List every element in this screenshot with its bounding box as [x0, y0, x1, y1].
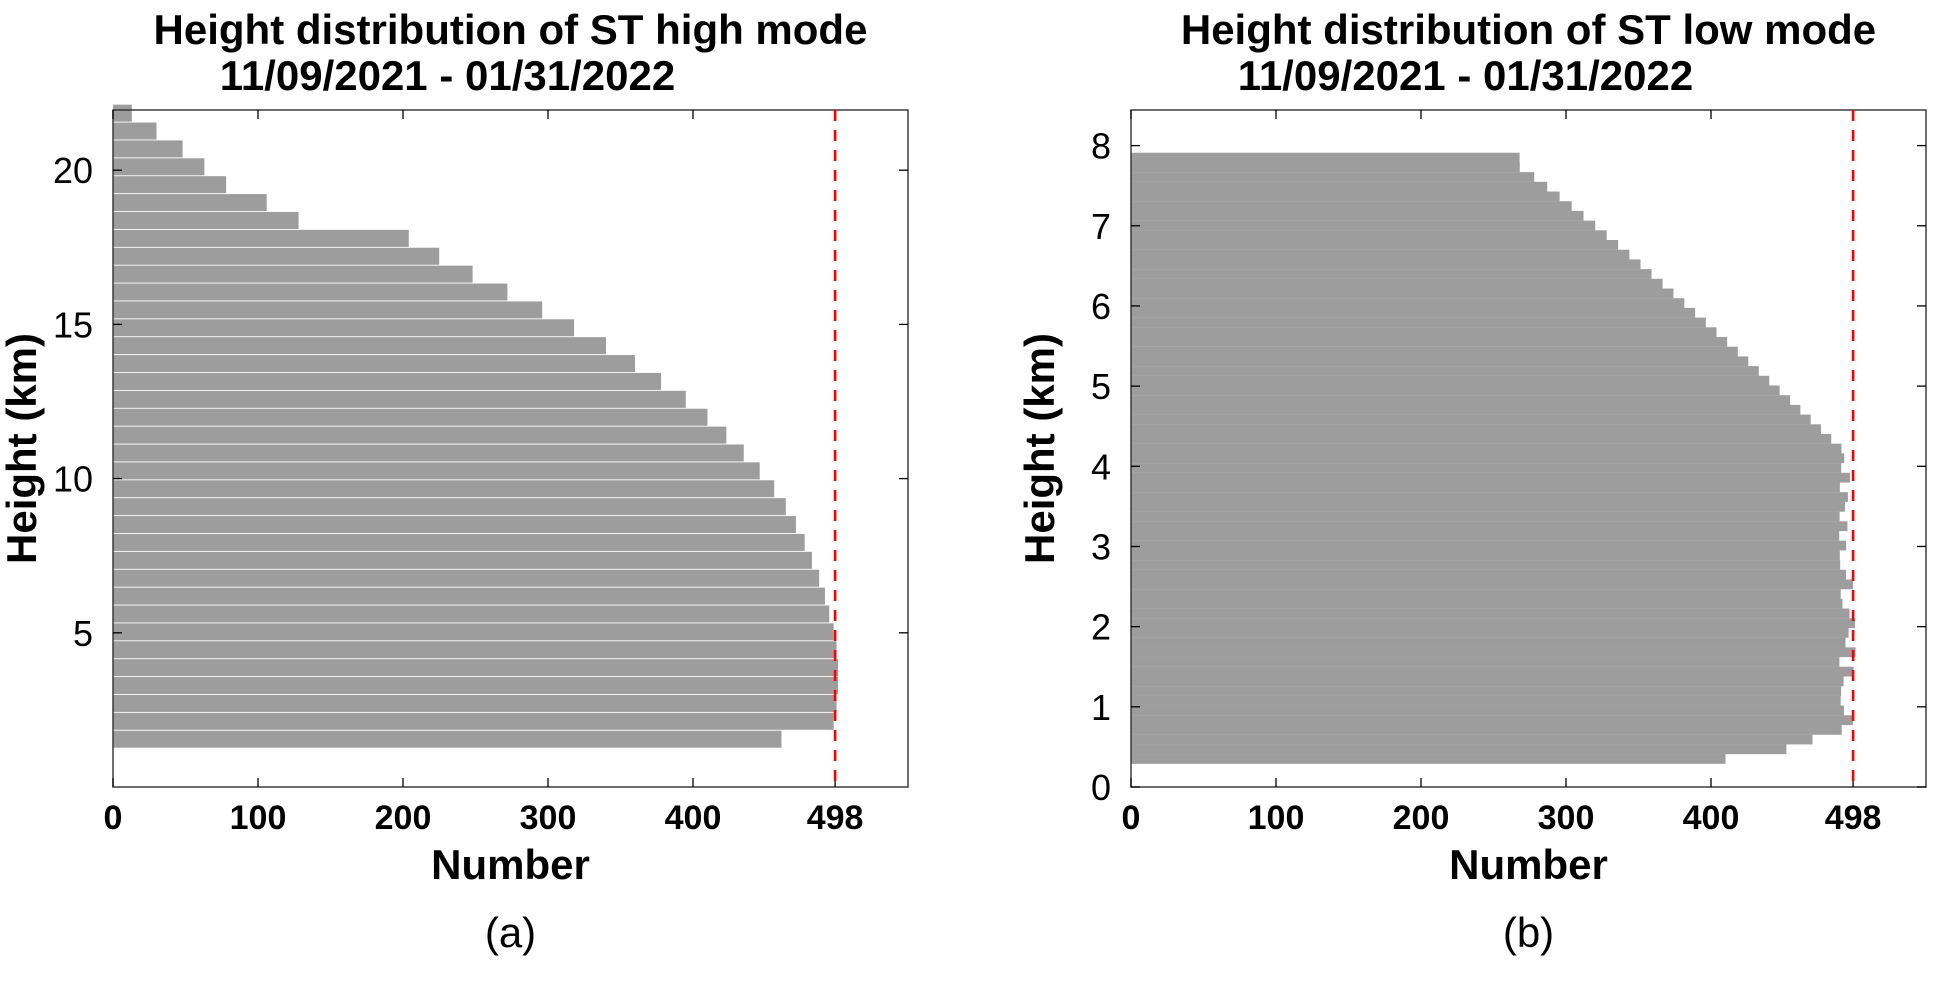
svg-text:15: 15 — [53, 304, 93, 345]
svg-text:100: 100 — [1248, 799, 1305, 837]
svg-text:400: 400 — [1683, 799, 1740, 837]
svg-text:11/09/2021 - 01/31/2022: 11/09/2021 - 01/31/2022 — [220, 52, 675, 99]
svg-text:Number: Number — [431, 841, 590, 888]
svg-text:5: 5 — [1091, 366, 1111, 407]
svg-text:4: 4 — [1091, 446, 1111, 487]
svg-text:10: 10 — [53, 459, 93, 500]
svg-text:400: 400 — [665, 799, 722, 837]
svg-text:6: 6 — [1091, 286, 1111, 327]
svg-text:200: 200 — [1393, 799, 1450, 837]
svg-text:11/09/2021 - 01/31/2022: 11/09/2021 - 01/31/2022 — [1238, 52, 1693, 99]
svg-text:0: 0 — [104, 799, 123, 837]
svg-text:7: 7 — [1091, 206, 1111, 247]
svg-text:300: 300 — [520, 799, 577, 837]
svg-text:(b): (b) — [1503, 909, 1554, 956]
svg-text:2: 2 — [1091, 607, 1111, 648]
svg-text:1: 1 — [1091, 687, 1111, 728]
svg-text:Number: Number — [1449, 841, 1608, 888]
svg-text:Height distribution of ST low: Height distribution of ST low mode — [1181, 6, 1876, 53]
svg-text:3: 3 — [1091, 526, 1111, 567]
svg-text:300: 300 — [1538, 799, 1595, 837]
svg-text:498: 498 — [807, 799, 864, 837]
svg-text:0: 0 — [1091, 767, 1111, 808]
svg-text:8: 8 — [1091, 126, 1111, 167]
svg-text:Height distribution of ST high: Height distribution of ST high mode — [154, 6, 868, 53]
svg-text:100: 100 — [230, 799, 287, 837]
svg-text:0: 0 — [1122, 799, 1141, 837]
svg-text:Height (km): Height (km) — [1016, 333, 1063, 564]
svg-text:200: 200 — [375, 799, 432, 837]
svg-text:Height (km): Height (km) — [0, 333, 45, 564]
svg-text:(a): (a) — [485, 909, 536, 956]
svg-text:498: 498 — [1825, 799, 1882, 837]
svg-text:20: 20 — [53, 150, 93, 191]
svg-text:5: 5 — [73, 613, 93, 654]
